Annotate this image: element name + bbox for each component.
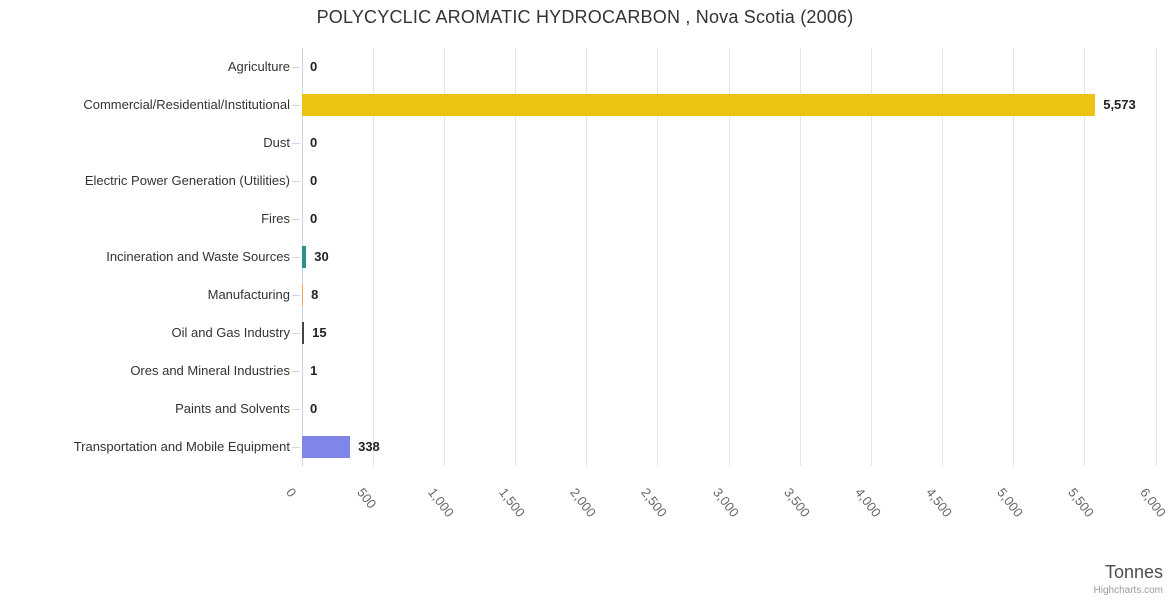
x-tick-label: 5,500: [1065, 485, 1098, 520]
value-label: 8: [311, 287, 319, 302]
x-tick-label: 1,500: [496, 485, 529, 520]
gridline: [372, 48, 374, 466]
category-label: Manufacturing: [207, 287, 290, 302]
category-tick: [292, 409, 300, 410]
category-tick: [292, 371, 300, 372]
highcharts-credits-link[interactable]: Highcharts.com: [1093, 585, 1163, 596]
x-tick-label: 3,000: [709, 485, 742, 520]
gridline: [1155, 48, 1157, 466]
category-label: Ores and Mineral Industries: [130, 363, 290, 378]
gridline: [586, 48, 588, 466]
category-label: Agriculture: [227, 59, 290, 74]
value-label: 5,573: [1103, 97, 1136, 112]
category-label: Transportation and Mobile Equipment: [73, 439, 290, 454]
gridline: [728, 48, 730, 466]
x-tick-label: 2,500: [638, 485, 671, 520]
value-label: 15: [312, 325, 327, 340]
category-tick: [292, 181, 300, 182]
value-label: 1: [310, 363, 318, 378]
x-tick-label: 4,000: [852, 485, 884, 520]
category-tick: [292, 143, 300, 144]
category-tick: [292, 447, 300, 448]
category-tick: [292, 67, 300, 68]
x-tick-label: 0: [282, 485, 299, 500]
bar[interactable]: [302, 246, 307, 268]
category-label: Commercial/Residential/Institutional: [83, 97, 290, 112]
value-label: 0: [310, 173, 318, 188]
x-tick-label: 2,000: [567, 485, 600, 520]
category-tick: [292, 257, 300, 258]
x-tick-label: 6,000: [1136, 485, 1169, 520]
value-label: 338: [358, 439, 380, 454]
value-label: 0: [310, 135, 318, 150]
x-axis-title: Tonnes: [1104, 562, 1163, 582]
value-label: 0: [310, 211, 318, 226]
bar[interactable]: [302, 322, 305, 344]
gridline: [443, 48, 445, 466]
x-tick-label: 3,500: [780, 485, 813, 520]
category-label: Fires: [261, 211, 290, 226]
gridline: [1013, 48, 1015, 466]
value-label: 0: [310, 59, 318, 74]
bar[interactable]: [302, 94, 1096, 116]
category-tick: [292, 333, 300, 334]
category-label: Paints and Solvents: [175, 401, 290, 416]
x-tick-label: 5,000: [994, 485, 1027, 520]
category-label: Electric Power Generation (Utilities): [84, 173, 290, 188]
gridline: [799, 48, 801, 466]
x-tick-label: 500: [353, 485, 380, 512]
x-tick-label: 4,500: [923, 485, 956, 520]
chart-title: POLYCYCLIC AROMATIC HYDROCARBON , Nova S…: [316, 7, 854, 27]
category-tick: [292, 295, 300, 296]
gridline: [1084, 48, 1086, 466]
value-label: 30: [314, 249, 329, 264]
gridline: [942, 48, 943, 466]
bar[interactable]: [302, 436, 351, 458]
category-label: Incineration and Waste Sources: [106, 249, 290, 264]
gridline: [870, 48, 872, 466]
gridline: [657, 48, 659, 466]
category-label: Dust: [263, 135, 290, 150]
x-tick-label: 1,000: [425, 485, 457, 520]
bar[interactable]: [302, 284, 304, 306]
gridline: [515, 48, 516, 466]
category-tick: [292, 105, 300, 106]
value-label: 0: [310, 401, 318, 416]
category-tick: [292, 219, 300, 220]
category-label: Oil and Gas Industry: [171, 325, 291, 340]
